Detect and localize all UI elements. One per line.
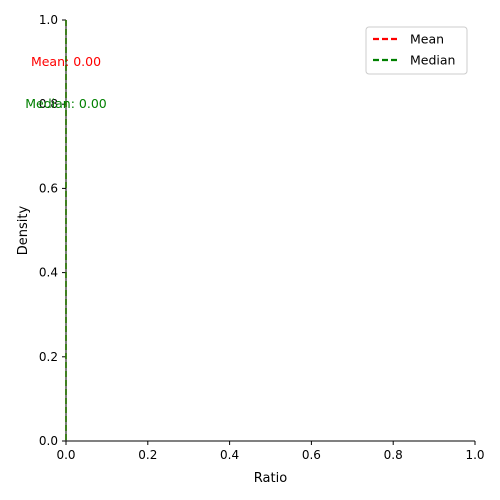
legend-label-mean: Mean bbox=[410, 32, 444, 47]
x-tick-label: 0.4 bbox=[220, 448, 239, 462]
annotation-median: Median: 0.00 bbox=[25, 96, 107, 111]
x-tick-label: 0.6 bbox=[302, 448, 321, 462]
x-tick-label: 0.0 bbox=[56, 448, 75, 462]
annotations: Mean: 0.00 Median: 0.00 bbox=[25, 54, 107, 111]
y-tick-label: 0.6 bbox=[39, 181, 58, 195]
y-tick-label: 0.2 bbox=[39, 350, 58, 364]
x-tick-label: 0.8 bbox=[384, 448, 403, 462]
y-axis-ticks: 0.0 0.2 0.4 0.6 0.8 1.0 bbox=[39, 13, 66, 448]
x-tick-label: 1.0 bbox=[465, 448, 484, 462]
y-axis-label: Density bbox=[16, 205, 31, 255]
y-tick-label: 0.4 bbox=[39, 266, 58, 280]
y-tick-label: 0.0 bbox=[39, 434, 58, 448]
y-tick-label: 1.0 bbox=[39, 13, 58, 27]
legend-label-median: Median bbox=[410, 53, 455, 68]
y-tick-label: 0.8 bbox=[39, 97, 58, 111]
x-tick-label: 0.2 bbox=[138, 448, 157, 462]
annotation-mean: Mean: 0.00 bbox=[31, 54, 101, 69]
x-axis-label: Ratio bbox=[254, 471, 287, 486]
x-axis-ticks: 0.0 0.2 0.4 0.6 0.8 1.0 bbox=[56, 441, 485, 462]
legend: Mean Median bbox=[365, 26, 468, 75]
